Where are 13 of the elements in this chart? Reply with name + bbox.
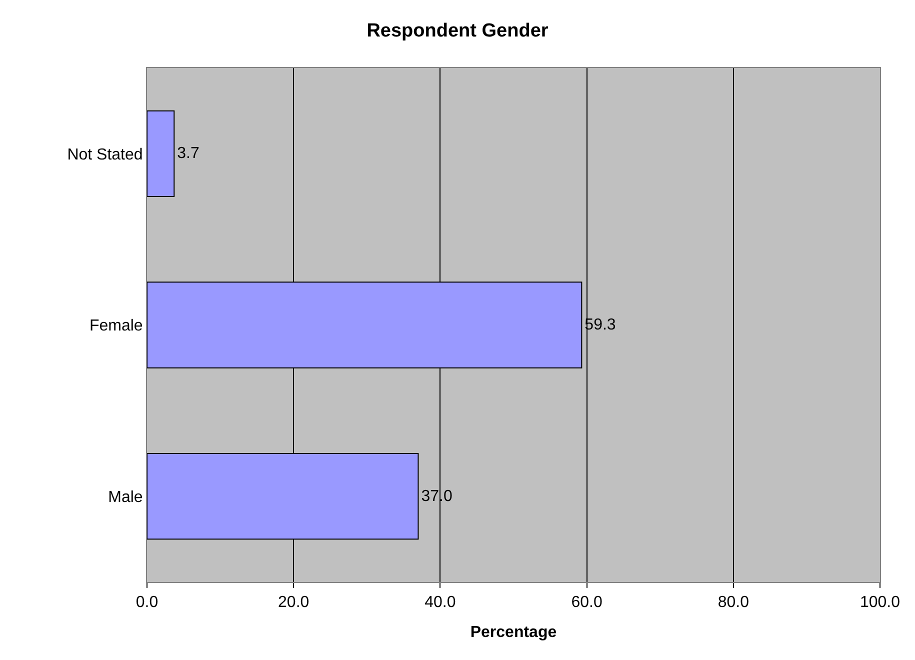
y-tick-label: Male	[108, 488, 143, 506]
x-tick-label: 60.0	[571, 594, 602, 612]
y-tick-label: Female	[89, 318, 143, 335]
x-tick-label: 80.0	[718, 594, 750, 612]
x-axis-title: Percentage	[470, 624, 557, 641]
bar	[147, 110, 175, 197]
data-label: 3.7	[177, 145, 200, 162]
chart-title: Respondent Gender	[366, 20, 549, 42]
y-tick-label: Not Stated	[67, 146, 143, 164]
x-tick-label: 0.0	[136, 594, 158, 612]
x-tick-label: 100.0	[860, 594, 900, 612]
x-tick-label: 20.0	[278, 594, 310, 612]
x-tick-label: 40.0	[424, 594, 456, 612]
